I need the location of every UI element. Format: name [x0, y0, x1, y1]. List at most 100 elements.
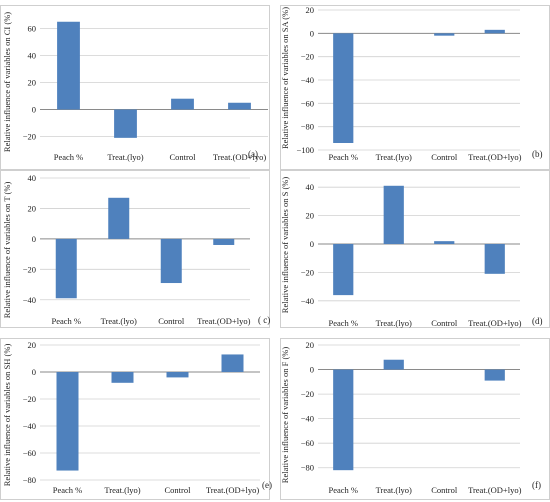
y-tick-label: 20 [306, 5, 315, 15]
y-tick-label: −100 [296, 145, 314, 155]
category-label: Control [165, 485, 192, 495]
chart-panel-3: −40 −20 0 20 40 Peach % Treat.(lyo) Control Trea… [0, 170, 270, 328]
bar-treat-lyo [111, 372, 134, 383]
chart-panel-4: −40 −20 0 20 40 Peach % Treat.(lyo) Control Trea… [280, 170, 550, 328]
category-label: Treat.(lyo) [104, 485, 140, 495]
panel-frame [280, 170, 550, 328]
chart-panel-6: −80 −60 −40 −20 0 20 Peach % Treat.(lyo) Control… [280, 338, 550, 500]
category-label: Treat.(OD+lyo) [468, 485, 522, 495]
category-label: Peach % [328, 318, 358, 328]
y-tick-label: 40 [306, 182, 315, 192]
y-tick-label: 0 [310, 28, 314, 38]
panel-letter: (f) [532, 480, 541, 490]
y-tick-label: −80 [23, 475, 36, 485]
y-tick-label: −20 [23, 132, 36, 142]
category-label: Control [170, 152, 197, 162]
panel-letter: (e) [262, 480, 272, 490]
bar-control [434, 241, 455, 244]
category-label: Treat.(OD+lyo) [197, 316, 251, 326]
y-tick-label: 60 [28, 24, 37, 34]
panel-letter: (a) [248, 149, 258, 159]
bar-control [434, 33, 455, 36]
y-axis-title: Relative influence of variables on SA (%… [280, 7, 290, 149]
chart-panel-2: −100 −80 −60 −40 −20 0 20 Peach % Treat.(lyo) Con… [280, 5, 550, 170]
y-tick-label: −60 [301, 98, 314, 108]
bar-control [171, 98, 194, 110]
bar-control [166, 372, 189, 378]
chart-panel-5: −80 −60 −40 −20 0 20 Peach % Treat.(lyo) Control… [0, 338, 272, 500]
category-label: Treat.(lyo) [376, 318, 412, 328]
y-tick-label: 20 [28, 340, 37, 350]
y-tick-label: 40 [28, 173, 37, 183]
y-tick-label: −40 [301, 75, 314, 85]
bar-peach [56, 372, 79, 471]
category-label: Treat.(OD+lyo) [468, 152, 522, 162]
category-label: Treat.(OD+lyo) [206, 485, 260, 495]
chart-panel-1: −20 0 20 40 60 Peach % Treat.(lyo) Control Treat… [0, 5, 270, 170]
bar-treat-lyo [383, 185, 404, 244]
category-label: Treat.(lyo) [101, 316, 137, 326]
category-label: Treat.(lyo) [107, 152, 143, 162]
category-label: Treat.(OD+lyo) [468, 318, 522, 328]
bar-treat-od-lyo [221, 354, 244, 372]
category-label: Peach % [54, 152, 84, 162]
y-tick-label: 20 [28, 203, 37, 213]
panel-frame [280, 5, 550, 170]
y-axis-title: Relative influence of variables on S (%) [280, 177, 290, 314]
bar-treat-lyo [383, 359, 404, 370]
panel-letter: (b) [532, 149, 543, 159]
y-axis-title: Relative influence of variables on T (%) [2, 182, 12, 319]
y-tick-label: 0 [32, 367, 36, 377]
y-tick-label: −20 [301, 389, 314, 399]
y-tick-label: 20 [306, 211, 315, 221]
y-tick-label: −20 [23, 264, 36, 274]
y-tick-label: −80 [301, 463, 314, 473]
y-tick-label: 0 [32, 234, 36, 244]
y-tick-label: 0 [310, 365, 314, 375]
y-tick-label: 0 [32, 105, 36, 115]
bar-treat-od-lyo [228, 102, 251, 110]
bar-treat-lyo [108, 197, 130, 239]
bar-treat-od-lyo [484, 244, 505, 274]
y-tick-label: −40 [301, 414, 314, 424]
bar-treat-od-lyo [213, 238, 235, 245]
y-tick-label: −60 [301, 438, 314, 448]
bar-peach [333, 33, 354, 144]
category-label: Control [431, 152, 458, 162]
y-tick-label: −20 [301, 267, 314, 277]
panel-frame [0, 5, 270, 170]
y-tick-label: −40 [301, 296, 314, 306]
bar-peach [333, 244, 354, 296]
bar-peach [57, 21, 80, 110]
category-label: Peach % [328, 485, 358, 495]
bar-peach [333, 369, 354, 471]
bar-control [160, 238, 182, 284]
y-tick-label: 0 [310, 239, 314, 249]
y-axis-title: Relative influence of variables on F (%) [280, 347, 290, 484]
category-label: Treat.(OD+lyo) [213, 152, 267, 162]
category-label: Peach % [51, 316, 81, 326]
category-label: Treat.(lyo) [376, 152, 412, 162]
category-label: Control [431, 485, 458, 495]
category-label: Control [431, 318, 458, 328]
y-tick-label: −20 [23, 394, 36, 404]
panel-letter: ( c) [258, 315, 270, 325]
y-axis-title: Relative influence of variables on SH (%… [2, 344, 12, 487]
y-axis-title: Relative influence of variables on CI (%… [2, 12, 12, 152]
y-tick-label: −40 [23, 421, 36, 431]
y-tick-label: −40 [23, 295, 36, 305]
category-label: Peach % [53, 485, 83, 495]
bar-peach [55, 238, 77, 299]
panel-frame [0, 170, 270, 328]
bar-treat-lyo [114, 109, 137, 138]
bar-treat-od-lyo [484, 29, 505, 34]
y-tick-label: −80 [301, 122, 314, 132]
y-tick-label: 20 [306, 340, 315, 350]
y-tick-label: 20 [28, 78, 37, 88]
y-tick-label: −20 [301, 52, 314, 62]
bar-treat-od-lyo [484, 369, 505, 381]
panel-letter: (d) [532, 316, 543, 326]
category-label: Peach % [328, 152, 358, 162]
y-tick-label: −60 [23, 448, 36, 458]
